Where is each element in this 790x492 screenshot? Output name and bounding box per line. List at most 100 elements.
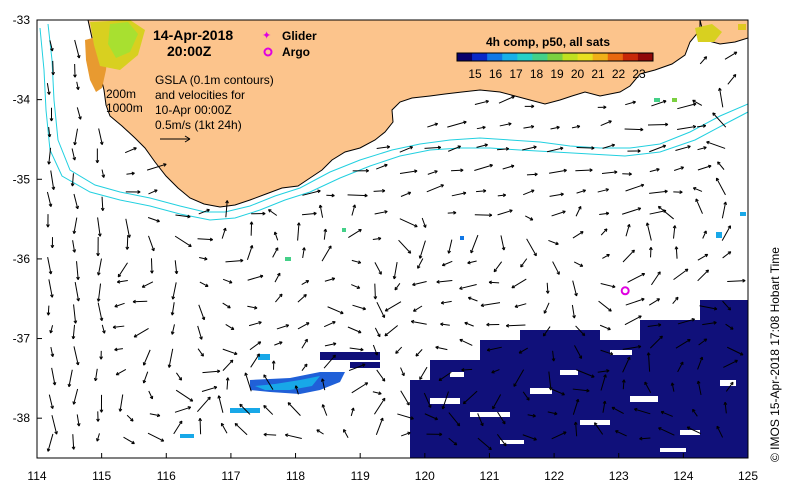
velocity-arrow bbox=[646, 222, 652, 241]
velocity-arrow-head bbox=[586, 388, 590, 393]
colorbar-swatch bbox=[457, 53, 473, 61]
velocity-arrow-head bbox=[453, 441, 458, 446]
velocity-arrow-head bbox=[482, 125, 486, 130]
sst-specks bbox=[285, 98, 746, 261]
velocity-arrow-head bbox=[428, 404, 432, 408]
colorbar-tick-label: 19 bbox=[550, 67, 564, 81]
velocity-arrow bbox=[523, 189, 535, 196]
velocity-arrow bbox=[647, 324, 662, 328]
velocity-arrow-head bbox=[205, 283, 209, 287]
velocity-arrow bbox=[716, 177, 726, 196]
velocity-arrow-head bbox=[742, 278, 746, 283]
velocity-arrow bbox=[548, 371, 552, 391]
velocity-arrow bbox=[426, 184, 444, 193]
velocity-arrow bbox=[148, 390, 153, 400]
velocity-arrow bbox=[506, 324, 526, 327]
velocity-arrow-head bbox=[313, 211, 317, 216]
velocity-arrow-head bbox=[409, 146, 414, 150]
velocity-arrow bbox=[442, 391, 449, 410]
velocity-arrow bbox=[250, 353, 260, 368]
colorbar-swatch bbox=[547, 53, 564, 61]
velocity-arrow-head bbox=[672, 225, 677, 229]
velocity-arrow bbox=[572, 280, 578, 297]
velocity-arrow-head bbox=[150, 270, 154, 274]
velocity-arrow-head bbox=[95, 160, 100, 164]
velocity-arrow bbox=[674, 166, 684, 171]
velocity-arrow bbox=[649, 335, 663, 349]
velocity-arrow bbox=[97, 258, 102, 276]
velocity-arrow bbox=[574, 345, 582, 359]
velocity-arrow-head bbox=[511, 284, 515, 289]
velocity-arrow-head bbox=[117, 273, 122, 278]
velocity-arrow bbox=[324, 277, 335, 282]
velocity-arrow-head bbox=[441, 405, 446, 410]
velocity-arrow-head bbox=[101, 174, 106, 178]
velocity-arrow-head bbox=[603, 374, 607, 378]
velocity-arrow-head bbox=[727, 306, 732, 311]
velocity-arrow bbox=[71, 148, 76, 161]
velocity-arrow-head bbox=[200, 353, 204, 357]
velocity-arrow bbox=[419, 240, 426, 259]
velocity-arrow-head bbox=[615, 430, 619, 434]
velocity-arrow bbox=[702, 322, 717, 326]
velocity-arrow-head bbox=[407, 431, 411, 436]
velocity-arrow bbox=[447, 121, 467, 128]
velocity-arrow bbox=[48, 147, 52, 165]
velocity-arrow bbox=[301, 212, 317, 216]
velocity-arrow bbox=[373, 190, 385, 192]
velocity-arrow-head bbox=[488, 280, 492, 285]
velocity-arrow-head bbox=[142, 362, 147, 366]
velocity-arrow bbox=[376, 301, 385, 318]
velocity-arrow-head bbox=[556, 125, 560, 130]
velocity-arrow-head bbox=[187, 406, 192, 410]
velocity-arrow-head bbox=[228, 280, 233, 284]
colorbar-tick-label: 20 bbox=[571, 67, 585, 81]
velocity-arrow-head bbox=[360, 347, 364, 352]
velocity-arrow bbox=[424, 146, 441, 149]
velocity-arrow-head bbox=[611, 143, 616, 148]
velocity-arrow bbox=[675, 246, 678, 259]
velocity-arrow-head bbox=[739, 352, 744, 356]
velocity-arrow bbox=[496, 148, 509, 151]
velocity-arrow bbox=[552, 350, 555, 362]
velocity-arrow-head bbox=[670, 382, 675, 386]
velocity-arrow bbox=[697, 146, 707, 151]
velocity-arrow bbox=[576, 189, 586, 194]
velocity-arrow bbox=[174, 260, 178, 274]
velocity-arrow-head bbox=[201, 316, 206, 321]
velocity-arrow-head bbox=[706, 140, 710, 145]
velocity-arrow-head bbox=[279, 341, 283, 345]
velocity-arrow-head bbox=[531, 104, 535, 109]
y-tick-label: -36 bbox=[13, 252, 31, 266]
velocity-arrow-head bbox=[561, 392, 565, 396]
velocity-arrow-head bbox=[703, 230, 707, 234]
velocity-arrow-head bbox=[418, 255, 423, 259]
velocity-arrow-head bbox=[46, 448, 51, 452]
velocity-arrow bbox=[649, 210, 667, 215]
velocity-arrow bbox=[672, 296, 679, 304]
velocity-arrow-head bbox=[491, 370, 495, 374]
velocity-arrow bbox=[295, 385, 299, 395]
velocity-arrow bbox=[199, 281, 209, 287]
velocity-arrow bbox=[499, 123, 512, 127]
velocity-arrow bbox=[625, 101, 636, 106]
velocity-arrow-head bbox=[628, 172, 632, 176]
velocity-arrow bbox=[323, 321, 336, 328]
velocity-arrow-head bbox=[708, 164, 712, 169]
velocity-arrow bbox=[147, 217, 160, 222]
velocity-arrow bbox=[49, 40, 53, 52]
velocity-arrow bbox=[142, 281, 154, 288]
velocity-arrow bbox=[384, 325, 399, 337]
velocity-arrow-head bbox=[440, 322, 444, 327]
x-tick-label: 115 bbox=[92, 469, 111, 483]
velocity-arrow bbox=[97, 217, 101, 237]
velocity-arrow bbox=[622, 249, 635, 263]
velocity-arrow bbox=[48, 394, 54, 409]
velocity-arrow bbox=[301, 280, 309, 286]
velocity-arrow bbox=[247, 305, 258, 309]
velocity-arrow-head bbox=[332, 354, 336, 359]
velocity-arrow bbox=[226, 377, 229, 390]
velocity-arrow bbox=[225, 200, 228, 218]
velocity-arrow bbox=[72, 240, 76, 253]
velocity-arrow-head bbox=[533, 145, 537, 150]
